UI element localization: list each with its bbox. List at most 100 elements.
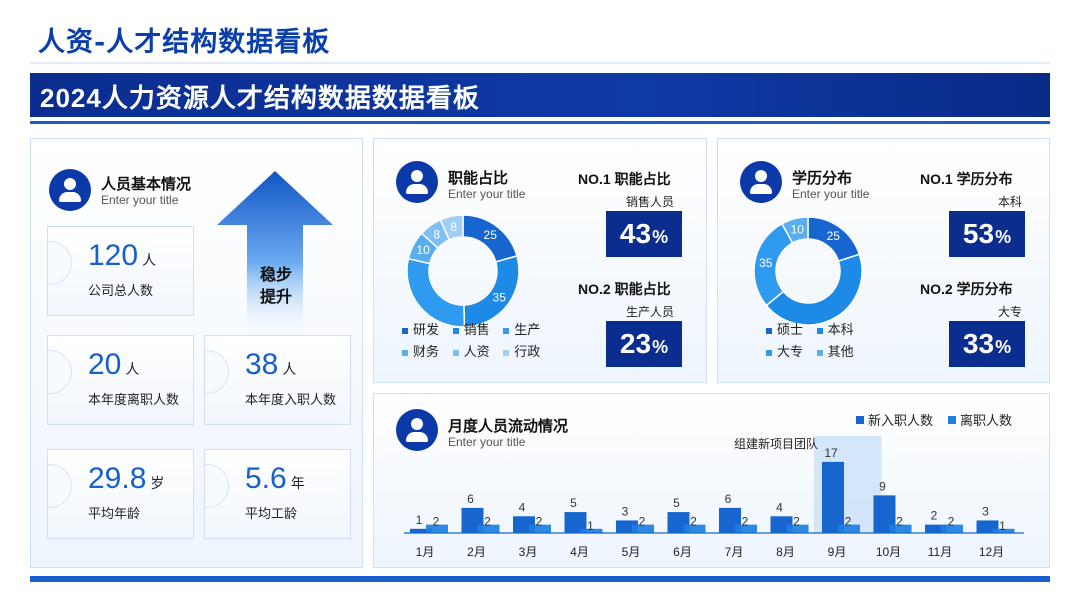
x-tick-label: 9月 (828, 545, 847, 559)
legend-item: 生产 (503, 322, 540, 337)
bar-leave-label: 1 (587, 519, 594, 533)
donut-slice-生产 (406, 257, 466, 328)
stat-value: 120 人 (88, 239, 156, 273)
bar-hire-label: 4 (519, 500, 526, 514)
legend-label: 行政 (514, 344, 541, 359)
legend-item: 研发 (402, 322, 439, 337)
bar-leave-label: 2 (896, 515, 903, 529)
legend-label: 生产 (514, 322, 541, 337)
education-rank2-value: 33% (949, 321, 1025, 367)
x-tick-label: 3月 (519, 545, 538, 559)
bar-hire-label: 5 (673, 496, 680, 510)
function-legend-row-1: 研发 销售 生产 (402, 319, 550, 338)
function-panel: 职能占比 Enter your title 25 35 10 8 8 研发 销售 生产 … (373, 138, 707, 383)
user-icon (740, 161, 782, 203)
bar-hire-4月 (564, 512, 587, 533)
donut-slice-本科 (765, 253, 863, 326)
legend-item: 财务 (402, 344, 439, 359)
basic-info-subtitle: Enter your title (101, 193, 179, 207)
tenure-unit: 年 (290, 475, 305, 491)
legend-item: 人资 (452, 344, 490, 359)
total-unit: 人 (142, 252, 157, 268)
arrow-text-1: 稳步 (260, 267, 293, 284)
banner-title: 2024人力资源人才结构数据数据看板 (40, 83, 480, 113)
education-legend-row-2: 大专 其他 (766, 341, 864, 360)
bar-leave-label: 2 (536, 515, 543, 529)
legend-item: 其他 (816, 344, 854, 359)
bottom-bar (30, 576, 1050, 582)
tenure-value: 5.6 (245, 462, 287, 495)
donut-value-label: 25 (827, 229, 841, 243)
bar-leave-4月 (580, 528, 603, 533)
donut-slice-销售 (463, 254, 520, 328)
legend-label: 本科 (827, 322, 854, 337)
bar-leave-label: 2 (484, 515, 491, 529)
x-tick-label: 6月 (673, 545, 692, 559)
function-subtitle: Enter your title (448, 187, 526, 201)
education-title: 学历分布 (792, 170, 853, 187)
bar-leave-7月 (735, 524, 757, 533)
total-value: 120 (88, 239, 139, 272)
donut-value-label: 10 (416, 243, 430, 257)
user-icon (49, 169, 91, 211)
function-rank2-title: NO.2 职能占比 (578, 281, 671, 297)
donut-value-label: 25 (484, 228, 498, 242)
bar-leave-label: 2 (639, 515, 646, 529)
legend-item: 本科 (816, 322, 854, 337)
x-tick-label: 7月 (725, 545, 744, 559)
bar-hire-9月 (822, 461, 844, 533)
donut-value-label: 8 (450, 220, 457, 234)
bar-leave-label: 2 (948, 515, 955, 529)
education-rank1-title: NO.1 学历分布 (920, 171, 1013, 187)
bar-leave-9月 (838, 524, 860, 533)
bar-leave-label: 2 (433, 515, 440, 529)
x-tick-label: 1月 (416, 545, 435, 559)
legend-label: 新入职人数 (868, 413, 933, 428)
legend-label: 离职人数 (960, 413, 1012, 428)
donut-value-label: 8 (433, 227, 440, 241)
bar-hire-label: 2 (931, 509, 938, 523)
education-subtitle: Enter your title (792, 187, 870, 201)
function-rank2-value: 23% (606, 321, 682, 367)
function-rank1-value: 43% (606, 211, 682, 257)
bar-hire-11月 (925, 524, 947, 533)
monthly-bar-chart: 1 21月622月423月514月325月526月627月428月1729月921… (404, 413, 1024, 559)
bar-leave-label: 2 (742, 515, 749, 529)
age-value: 29.8 (88, 462, 147, 495)
bar-leave-12月 (992, 528, 1015, 533)
bar-leave-label: 2 (690, 515, 697, 529)
bar-hire-label: 5 (570, 496, 577, 510)
function-legend-row-2: 财务 人资 行政 (402, 341, 550, 360)
join-unit: 人 (282, 361, 297, 377)
bar-hire-label: 1 (416, 513, 423, 527)
monthly-title: 月度人员流动情况 (448, 418, 569, 435)
function-rank2-name: 生产人员 (626, 305, 675, 319)
function-rank1-name: 销售人员 (626, 195, 675, 209)
bar-hire-label: 17 (824, 446, 838, 460)
tenure-label: 平均工龄 (245, 506, 298, 521)
donut-value-label: 35 (493, 291, 507, 305)
education-rank2-name: 大专 (998, 305, 1023, 319)
legend-swatch (856, 416, 864, 424)
x-tick-label: 12月 (979, 545, 1004, 559)
legend-label: 硕士 (777, 322, 804, 337)
x-tick-label: 4月 (570, 545, 589, 559)
legend-label: 销售 (463, 322, 490, 337)
legend-item: 硕士 (766, 322, 803, 337)
leave-value: 20 (88, 348, 122, 381)
x-tick-label: 11月 (928, 545, 952, 559)
legend-swatch (948, 416, 956, 424)
leave-label: 本年度离职人数 (88, 392, 180, 407)
donut-slice-行政 (439, 214, 464, 241)
x-tick-label: 8月 (776, 545, 795, 559)
bar-leave-label: 2 (845, 515, 852, 529)
legend-label: 财务 (413, 344, 440, 359)
education-rank2-title: NO.2 学历分布 (920, 281, 1013, 297)
age-unit: 岁 (150, 475, 165, 491)
bar-hire-label: 4 (776, 500, 783, 514)
x-tick-label: 10月 (876, 545, 901, 559)
join-value: 38 (245, 348, 279, 381)
bar-hire-label: 3 (622, 504, 629, 518)
bar-hire-label: 6 (467, 492, 474, 506)
